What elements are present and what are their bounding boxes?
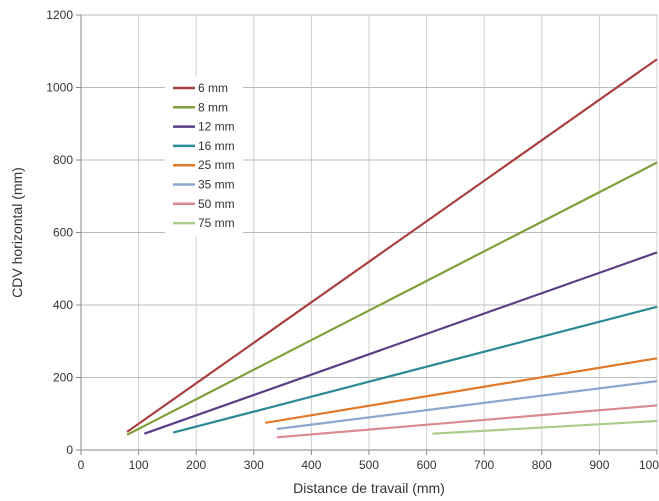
series-line-8-mm: [126, 161, 658, 436]
grid: [81, 14, 658, 450]
x-tick-label: 300: [244, 458, 264, 472]
x-tick-label: 700: [474, 458, 494, 472]
series-line-75-mm: [432, 419, 658, 435]
legend: 6 mm 8 mm 12 mm 16 mm 25 mm 35 mm 50 mm 75 mm: [165, 76, 243, 237]
legend-label: 8 mm: [198, 100, 228, 114]
series-line-35-mm: [276, 380, 658, 431]
x-tick-label: 100: [129, 458, 149, 472]
x-tick-label: 100: [639, 458, 659, 472]
legend-label: 16 mm: [198, 139, 235, 153]
series-line-50-mm: [276, 404, 658, 439]
series-line-12-mm: [143, 251, 658, 435]
y-tick-label: 200: [53, 371, 73, 385]
legend-label: 35 mm: [198, 178, 235, 192]
y-tick-label: 0: [66, 443, 73, 457]
y-axis-title: CDV horizontal (mm): [9, 167, 25, 298]
x-tick-label: 500: [359, 458, 379, 472]
x-tick-label: 400: [301, 458, 321, 472]
legend-label: 50 mm: [198, 197, 235, 211]
x-tick-label: 0: [78, 458, 85, 472]
y-tick-label: 1200: [46, 8, 73, 22]
x-tick-label: 800: [532, 458, 552, 472]
legend-label: 6 mm: [198, 81, 228, 95]
x-axis-title: Distance de travail (mm): [293, 480, 445, 496]
x-tick-label: 600: [417, 458, 437, 472]
series-line-16-mm: [172, 305, 658, 434]
tick-labels: 0 100 200 300 400 500 600 700 800 900 100020040060…: [46, 8, 659, 472]
series-line-25-mm: [265, 357, 658, 424]
x-tick-label: 200: [186, 458, 206, 472]
y-tick-label: 400: [53, 298, 73, 312]
legend-label: 25 mm: [198, 158, 235, 172]
x-tick-label: 900: [589, 458, 609, 472]
y-tick-label: 1000: [46, 81, 73, 95]
series-lines: [126, 58, 658, 439]
legend-background: [165, 76, 243, 237]
legend-label: 12 mm: [198, 120, 235, 134]
y-tick-label: 800: [53, 153, 73, 167]
axes: [76, 14, 658, 455]
series-line-6-mm: [126, 58, 658, 433]
y-tick-label: 600: [53, 226, 73, 240]
legend-label: 75 mm: [198, 216, 235, 230]
